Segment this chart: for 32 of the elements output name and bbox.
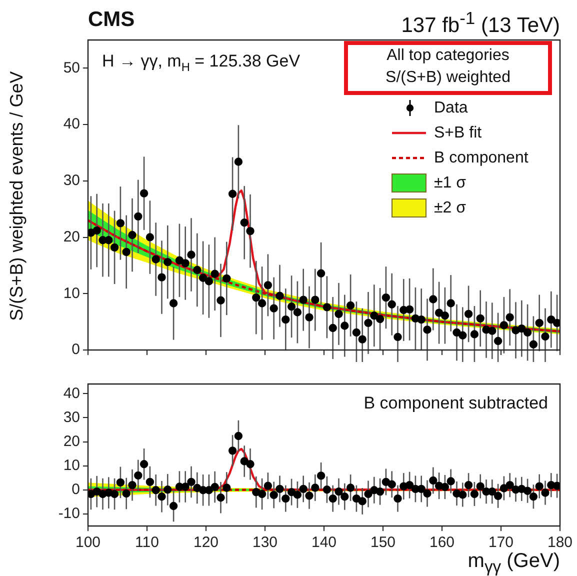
legend-label: B component <box>434 149 529 166</box>
x-tick-label: 170 <box>488 534 514 552</box>
chart-title: CMS <box>88 8 135 32</box>
chart-subtitle: 137 fb$^{-1}$ (13 TeV) <box>401 8 560 38</box>
y-tick-label: 20 <box>63 228 80 246</box>
annotation: All top categories S/(S+B) weighted <box>384 46 512 88</box>
y-tick-label: 50 <box>63 59 80 76</box>
y-tick-label: 40 <box>63 116 80 133</box>
legend-label: ±1 σ <box>434 174 466 192</box>
x-tick-label: 160 <box>429 534 455 552</box>
y-tick-label: 10 <box>63 284 80 302</box>
x-tick-label: 100 <box>75 534 101 552</box>
x-tick-label: 180 <box>547 534 573 552</box>
y-axis-title: S/(S+B) weighted events / GeV <box>6 71 28 321</box>
legend-label: ±2 σ <box>434 199 466 216</box>
legend-label: S+B fit <box>434 124 482 142</box>
y-tick-label: 30 <box>63 408 80 426</box>
x-tick-label: 140 <box>311 534 337 552</box>
legend-label: Data <box>434 99 468 116</box>
y-tick-label: -10 <box>58 505 80 522</box>
x-tick-label: 150 <box>370 534 396 552</box>
y-tick-label: 40 <box>63 384 80 402</box>
y-tick-label: 30 <box>63 172 80 190</box>
x-axis-title: m$_{γγ}$ (GeV) <box>468 550 560 576</box>
y-tick-label: 20 <box>63 432 80 450</box>
y-tick-label: 0 <box>72 341 80 358</box>
y-tick-label: 0 <box>72 481 80 498</box>
x-tick-label: 110 <box>135 534 159 552</box>
y-tick-label: 10 <box>63 456 80 474</box>
x-tick-label: 130 <box>252 534 278 552</box>
x-tick-label: 120 <box>193 534 219 552</box>
annotation: B component subtracted <box>364 394 548 413</box>
